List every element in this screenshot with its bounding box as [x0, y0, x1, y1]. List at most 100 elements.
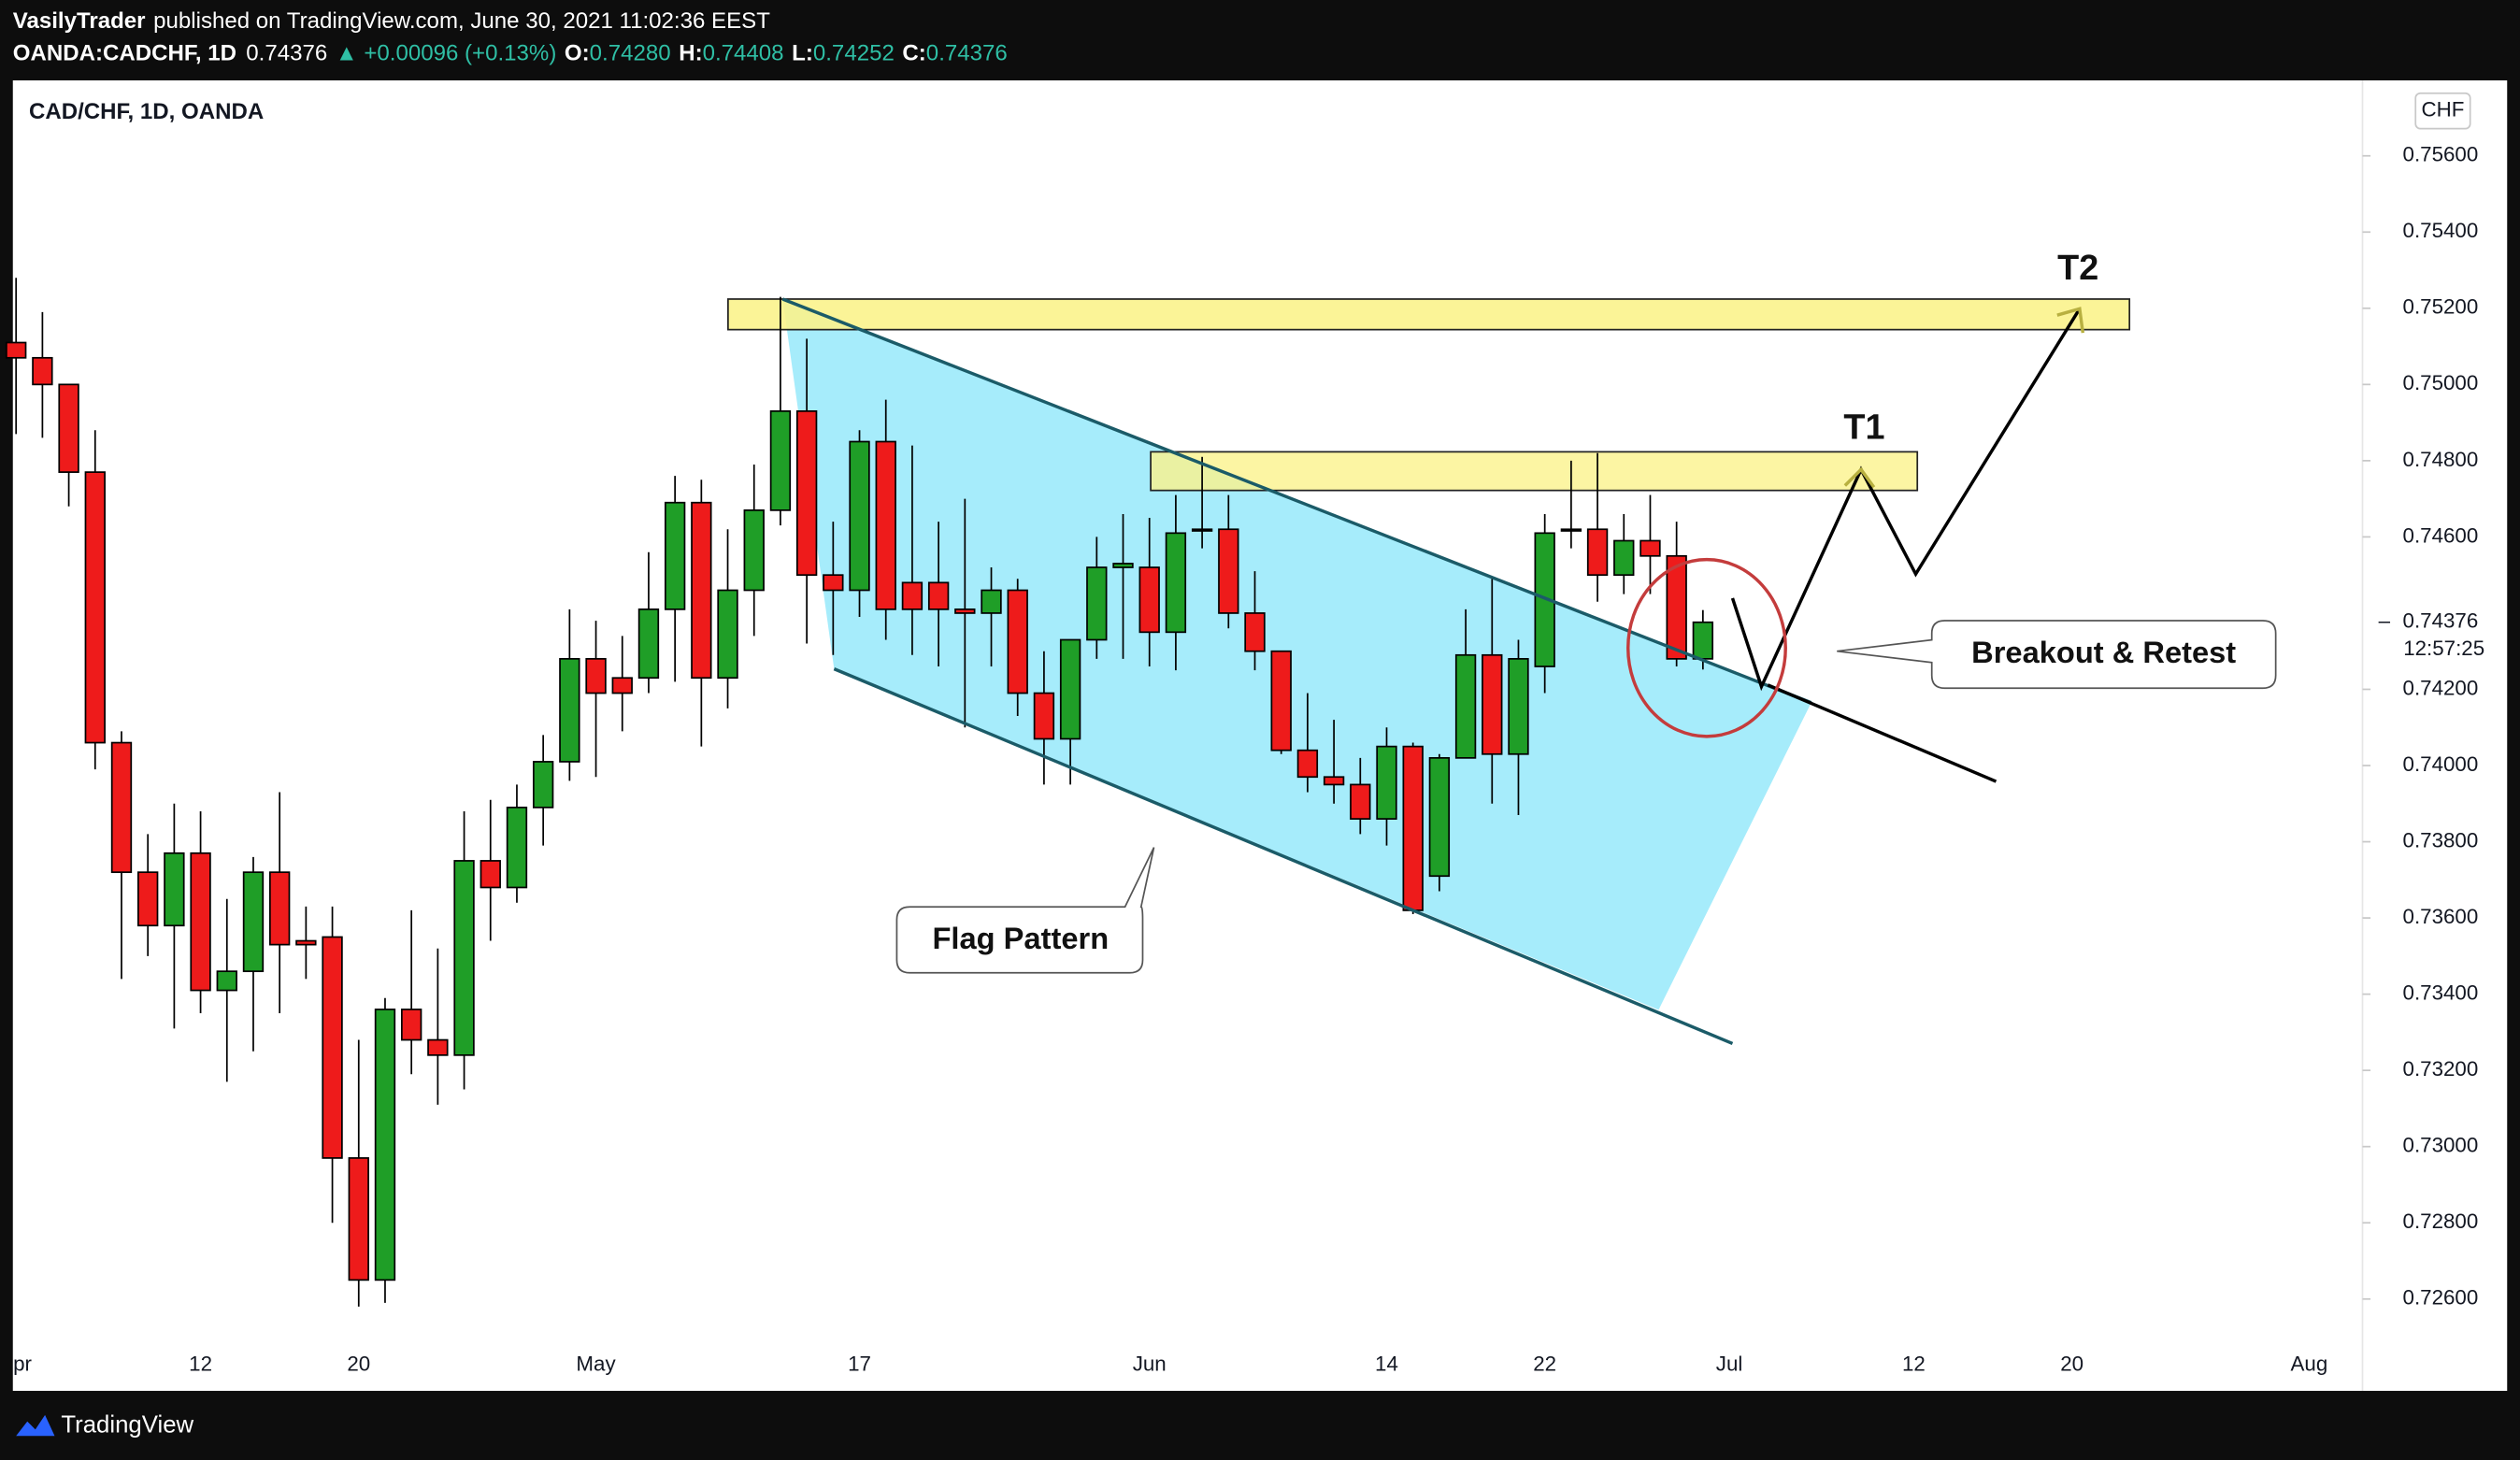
candle-body	[743, 509, 765, 592]
candle-body	[1508, 658, 1529, 755]
candle-body	[216, 970, 237, 992]
y-tick-label: 0.74200	[2403, 676, 2479, 699]
flag-extension	[1767, 683, 1997, 783]
candle-body	[480, 860, 501, 889]
currency: CHF	[2422, 98, 2465, 122]
candle-body	[1376, 745, 1397, 820]
candle-body	[374, 1009, 396, 1281]
candle-body	[295, 939, 317, 946]
candle-body	[6, 341, 27, 359]
candle-body	[1323, 776, 1345, 786]
flag-upper	[781, 297, 1812, 705]
currency-box[interactable]	[2414, 92, 2471, 130]
y-tick-label: 0.75200	[2403, 295, 2479, 319]
x-tick-label: pr	[13, 1352, 32, 1375]
x-tick-label: May	[576, 1352, 616, 1375]
y-tick-label: 0.74800	[2403, 448, 2479, 471]
last: 0.74376	[246, 41, 327, 66]
candle-body	[1402, 745, 1424, 911]
candle-body	[1218, 528, 1239, 614]
chart-title: CAD/CHF, 1D, OANDA	[29, 99, 264, 124]
y-tick-label: 0.73600	[2403, 905, 2479, 928]
candle-body	[954, 608, 976, 614]
y-tick-label: 0.73200	[2403, 1057, 2479, 1081]
candle-body	[769, 410, 792, 511]
candle-body	[532, 761, 554, 809]
publisher: VasilyTrader	[13, 8, 146, 34]
t1-arrow	[1843, 466, 1876, 489]
candle-body	[901, 581, 924, 610]
candle-body	[664, 501, 686, 610]
flag-callout	[895, 847, 1155, 974]
candle-body	[84, 471, 106, 744]
y-tick-label: 0.75400	[2403, 219, 2479, 242]
retest-circle	[1626, 557, 1787, 738]
y-tick-label: 0.73000	[2403, 1134, 2479, 1157]
candle-body	[1244, 612, 1266, 652]
candle-body	[1428, 757, 1451, 878]
candle-body	[717, 589, 738, 680]
candle-body	[506, 807, 528, 889]
l: 0.74252	[813, 41, 895, 66]
candle-body	[1138, 566, 1160, 634]
x-tick-label: 12	[1902, 1352, 1926, 1375]
candle-body	[611, 677, 633, 694]
price-dash: –	[2379, 609, 2391, 633]
o: 0.74280	[590, 41, 671, 66]
candle-body	[559, 658, 580, 763]
y-tick-label: 0.72800	[2403, 1210, 2479, 1233]
countdown: 12:57:25	[2403, 637, 2484, 660]
candle-body	[1586, 528, 1609, 577]
candle-body	[1666, 554, 1687, 660]
candle-body	[1613, 539, 1635, 577]
t1-label: T1	[1843, 408, 1884, 447]
candle-body	[58, 383, 79, 473]
o-label: O:	[565, 41, 590, 66]
candle-body	[1033, 692, 1055, 740]
y-tick-label: 0.73400	[2403, 981, 2479, 1005]
candle-body	[1086, 566, 1108, 641]
x-tick-label: Jun	[1133, 1352, 1167, 1375]
candle-body	[322, 936, 343, 1159]
y-tick-label: 0.72600	[2403, 1286, 2479, 1310]
candle-body	[1007, 589, 1028, 694]
publish-line: VasilyTrader published on TradingView.com…	[13, 8, 770, 34]
candle-body	[453, 860, 475, 1056]
candle-body	[110, 741, 133, 874]
candle-body	[585, 658, 607, 694]
published: published on TradingView.com, June 30, 2…	[153, 8, 770, 34]
t1-zone	[1150, 451, 1919, 492]
candles	[6, 278, 1714, 1307]
x-tick-label: 20	[2060, 1352, 2083, 1375]
candle-body	[1112, 563, 1134, 568]
candle-body	[1639, 539, 1661, 557]
quote-line: OANDA:CADCHF, 1D 0.74376 ▲ +0.00096 (+0.13…	[13, 41, 1008, 66]
candle-body	[32, 356, 53, 386]
candle-body	[400, 1009, 422, 1041]
y-tick-label: 0.73800	[2403, 828, 2479, 852]
candle-body	[427, 1038, 449, 1056]
x-tick-label: Aug	[2291, 1352, 2328, 1375]
candle-body	[1692, 621, 1714, 660]
y-tick-label: 0.74600	[2403, 523, 2479, 547]
x-tick-label: 14	[1375, 1352, 1398, 1375]
candle-body	[190, 852, 211, 992]
candle-body	[1059, 638, 1081, 740]
y-tick-label: 0.75000	[2403, 371, 2479, 394]
y-tick-label: 0.74000	[2403, 752, 2479, 776]
t2-zone	[727, 298, 2131, 331]
candle-body	[348, 1157, 369, 1281]
candle-body	[242, 871, 265, 973]
candle-body	[1350, 783, 1371, 820]
candle-body	[1454, 653, 1477, 759]
candle-body	[691, 501, 712, 680]
x-tick-label: 17	[848, 1352, 871, 1375]
brand-logo	[16, 1414, 55, 1437]
candle-body	[1296, 749, 1319, 779]
candle-body	[1165, 532, 1187, 634]
candle-body	[1482, 653, 1503, 755]
t2-arrow	[2056, 307, 2085, 334]
candle-body	[1191, 528, 1213, 532]
